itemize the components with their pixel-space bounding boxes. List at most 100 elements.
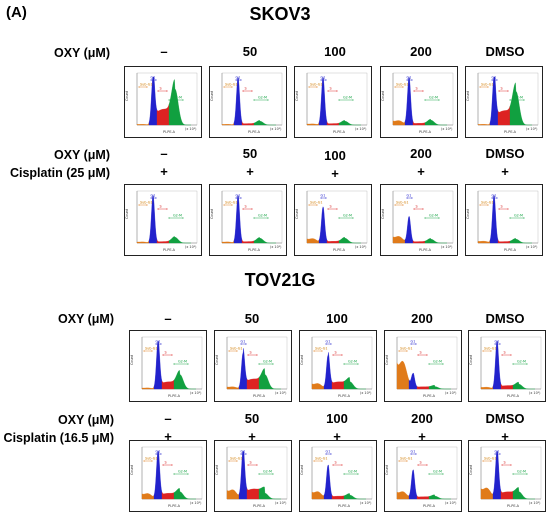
subg1-region xyxy=(396,491,410,500)
y-axis-label: Count xyxy=(295,208,299,219)
g2m-region xyxy=(173,488,196,500)
x-axis-unit: (x 10³) xyxy=(355,245,367,249)
gate-s xyxy=(162,354,173,356)
s-region xyxy=(412,240,426,244)
gate-g2m xyxy=(509,217,525,219)
gate-g2m-label: G2-M xyxy=(343,214,352,218)
row-label-oxy-tov21g-2: OXY (μM) xyxy=(57,413,114,427)
gate-s-label: S xyxy=(420,461,422,465)
x-axis-unit: (x 10³) xyxy=(360,391,372,395)
gate-g2m-label: G2-M xyxy=(173,96,182,100)
gate-g1 xyxy=(494,453,501,455)
gate-g2m xyxy=(343,363,359,365)
col-header: 50 xyxy=(242,44,258,59)
y-axis-label: Count xyxy=(215,354,219,365)
subg1-region xyxy=(477,122,491,126)
g2m-region xyxy=(338,120,361,126)
gate-g2m xyxy=(258,473,274,475)
g2m-region xyxy=(258,368,281,390)
subg1-region xyxy=(136,240,150,244)
gate-g1-label: G1 xyxy=(156,450,161,454)
cell-cycle-histogram: Sub-G1 G1 S G2-M Count PI-PE-A (x 10³) xyxy=(294,66,372,138)
s-region xyxy=(500,383,514,390)
gate-g1-label: G1 xyxy=(407,194,412,198)
gate-g2m-label: G2-M xyxy=(258,96,267,100)
gate-g1-label: G1 xyxy=(321,76,326,80)
g2m-region xyxy=(258,486,281,500)
s-region xyxy=(500,490,514,500)
cell-cycle-histogram: Sub-G1 G1 S G2-M Count PI-PE-A (x 10³) xyxy=(214,330,292,402)
gate-s xyxy=(417,464,428,466)
y-axis-label: Count xyxy=(130,464,134,475)
x-axis-label: PI-PE-A xyxy=(333,248,346,252)
gate-g1 xyxy=(491,79,498,81)
y-axis-label: Count xyxy=(466,90,470,101)
cell-cycle-histogram: Sub-G1 G1 S G2-M Count PI-PE-A (x 10³) xyxy=(214,440,292,512)
cisplatin-mark: + xyxy=(331,166,339,181)
x-axis-unit: (x 10³) xyxy=(526,127,538,131)
g1-region xyxy=(408,469,418,500)
gate-g2m xyxy=(512,363,528,365)
gate-s-label: S xyxy=(416,87,418,91)
gate-s xyxy=(413,90,424,92)
cell-cycle-histogram: Sub-G1 G1 S G2-M Count PI-PE-A (x 10³) xyxy=(294,184,372,256)
gate-s-label: S xyxy=(416,205,418,209)
g1-region xyxy=(318,206,328,244)
gate-s xyxy=(413,208,424,210)
gate-subg1-label: Sub-G1 xyxy=(140,201,153,205)
cisplatin-mark: + xyxy=(418,429,426,444)
gate-subg1-label: Sub-G1 xyxy=(315,457,328,461)
subg1-region xyxy=(221,122,235,126)
s-region xyxy=(412,121,426,126)
gate-g1 xyxy=(235,197,242,199)
s-region xyxy=(161,492,175,500)
subg1-region xyxy=(311,383,325,390)
s-region xyxy=(326,239,340,244)
gate-g1-label: G1 xyxy=(326,450,331,454)
col-header: DMSO xyxy=(485,146,525,161)
gate-g1-label: G1 xyxy=(236,76,241,80)
gate-s-label: S xyxy=(335,351,337,355)
gate-g2m xyxy=(258,363,274,365)
col-header: 100 xyxy=(326,411,348,426)
gate-s xyxy=(498,208,509,210)
gate-g1 xyxy=(235,79,242,81)
g1-region xyxy=(408,372,418,390)
gate-g1 xyxy=(155,343,162,345)
x-axis-label: PI-PE-A xyxy=(168,504,181,508)
g1-region xyxy=(404,216,414,244)
gate-subg1 xyxy=(482,460,492,462)
gate-g1-label: G1 xyxy=(495,340,500,344)
g1-region xyxy=(318,76,328,126)
col-header: – xyxy=(160,146,168,161)
gate-g1 xyxy=(325,343,332,345)
gate-subg1 xyxy=(143,460,153,462)
gate-g1-label: G1 xyxy=(156,340,161,344)
row-label-cisplatin-tov21g: Cisplatin (16.5 μM) xyxy=(3,431,114,445)
gate-g2m-label: G2-M xyxy=(258,214,267,218)
section-title-skov3: SKOV3 xyxy=(249,4,311,24)
g1-region xyxy=(148,76,158,126)
g1-region xyxy=(238,348,248,390)
gate-subg1 xyxy=(138,204,148,206)
gate-s xyxy=(157,208,168,210)
gate-s-label: S xyxy=(245,87,247,91)
gate-g2m-label: G2-M xyxy=(173,214,182,218)
y-axis-label: Count xyxy=(466,208,470,219)
gate-subg1-label: Sub-G1 xyxy=(225,83,238,87)
y-axis-label: Count xyxy=(215,464,219,475)
row-label-cisplatin-skov3: Cisplatin (25 μM) xyxy=(9,166,110,180)
gate-subg1-label: Sub-G1 xyxy=(315,347,328,351)
cell-cycle-histogram: Sub-G1 G1 S G2-M Count PI-PE-A (x 10³) xyxy=(384,330,462,402)
x-axis-unit: (x 10³) xyxy=(445,391,457,395)
x-axis-label: PI-PE-A xyxy=(163,130,176,134)
gate-g1 xyxy=(325,453,332,455)
gate-s xyxy=(157,90,168,92)
cisplatin-mark: + xyxy=(164,429,172,444)
gate-g1 xyxy=(406,79,413,81)
cell-cycle-histogram: Sub-G1 G1 S G2-M Count PI-PE-A (x 10³) xyxy=(468,330,546,402)
g1-region xyxy=(489,194,499,244)
gate-s xyxy=(247,354,258,356)
gate-subg1 xyxy=(479,204,489,206)
y-axis-label: Count xyxy=(295,90,299,101)
